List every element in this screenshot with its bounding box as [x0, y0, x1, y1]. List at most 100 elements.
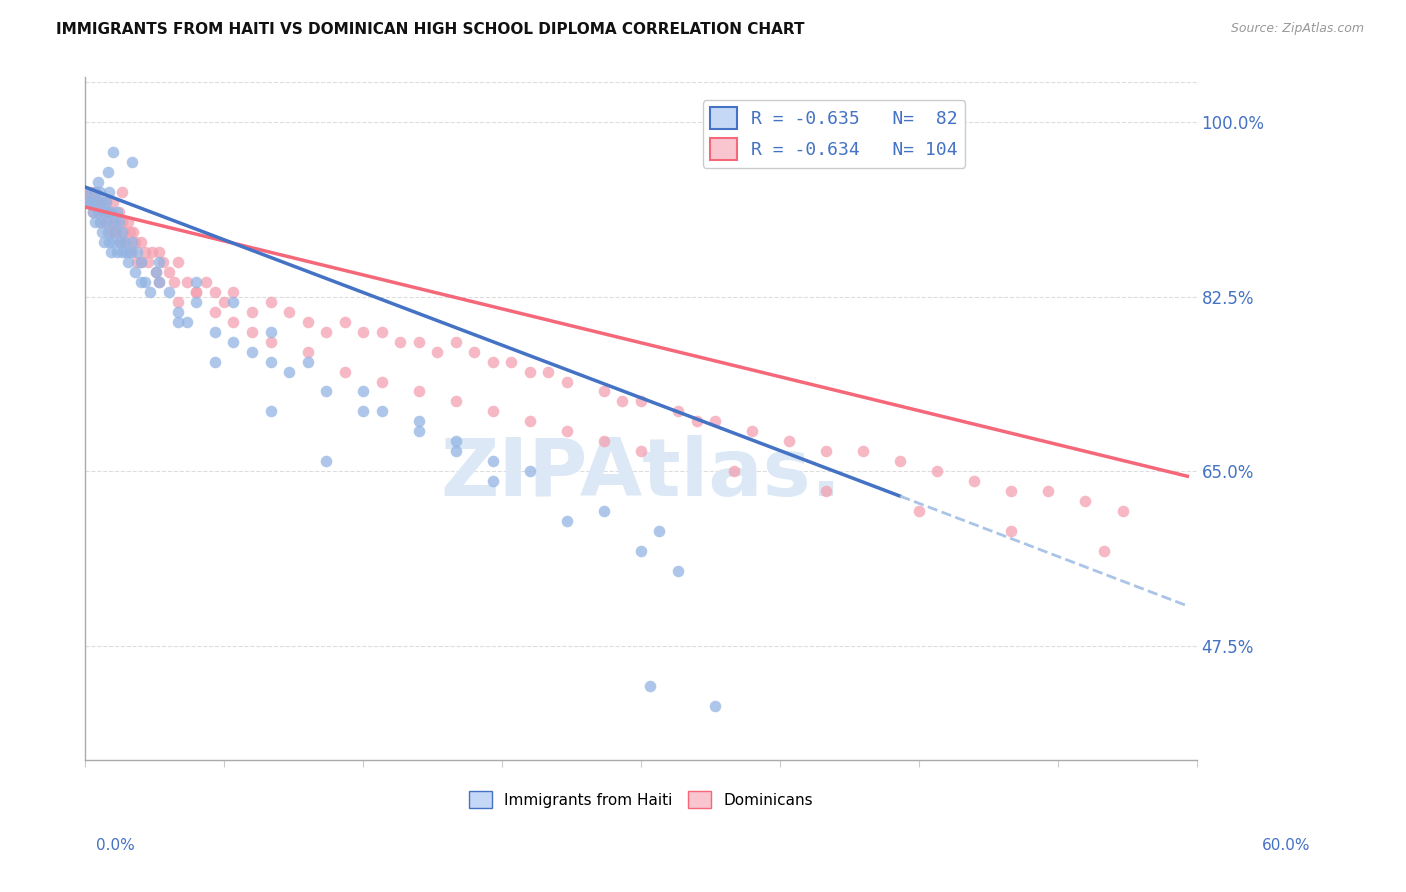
Point [111, 225, 134, 239]
Point [112, 225, 135, 239]
Text: IMMIGRANTS FROM HAITI VS DOMINICAN HIGH SCHOOL DIPLOMA CORRELATION CHART: IMMIGRANTS FROM HAITI VS DOMINICAN HIGH … [56, 22, 804, 37]
Point [723, 464, 745, 478]
Point [115, 235, 138, 249]
Point [889, 454, 911, 468]
Point [240, 325, 263, 339]
Point [141, 244, 163, 259]
Point [408, 334, 430, 349]
Point [194, 275, 217, 289]
Point [612, 394, 634, 409]
Point [104, 215, 127, 229]
Point [89, 185, 111, 199]
Point [107, 215, 129, 229]
Point [77, 195, 100, 210]
Point [815, 444, 838, 458]
Point [93, 235, 115, 249]
Point [112, 235, 135, 249]
Point [426, 344, 449, 359]
Point [127, 255, 149, 269]
Point [77, 195, 100, 210]
Point [408, 425, 430, 439]
Point [315, 454, 337, 468]
Point [83, 185, 105, 199]
Text: 0.0%: 0.0% [96, 838, 135, 853]
Point [481, 474, 503, 488]
Point [186, 275, 208, 289]
Point [105, 205, 128, 219]
Point [100, 244, 122, 259]
Point [741, 425, 763, 439]
Point [98, 205, 121, 219]
Point [278, 304, 301, 318]
Point [501, 354, 523, 368]
Point [444, 334, 467, 349]
Point [963, 474, 986, 488]
Point [1000, 524, 1022, 538]
Point [129, 255, 152, 269]
Point [101, 225, 124, 239]
Point [163, 275, 186, 289]
Point [555, 375, 578, 389]
Point [297, 354, 319, 368]
Point [638, 679, 661, 693]
Point [315, 384, 337, 399]
Point [121, 235, 143, 249]
Point [333, 315, 356, 329]
Point [666, 404, 689, 418]
Point [352, 404, 374, 418]
Point [176, 275, 198, 289]
Point [94, 195, 117, 210]
Point [80, 195, 103, 210]
Point [94, 195, 117, 210]
Point [370, 375, 392, 389]
Point [76, 185, 98, 199]
Point [259, 334, 281, 349]
Point [685, 414, 707, 428]
Point [593, 384, 616, 399]
Point [110, 235, 132, 249]
Point [101, 145, 124, 160]
Point [352, 384, 374, 399]
Point [537, 365, 560, 379]
Point [240, 304, 263, 318]
Point [148, 275, 170, 289]
Point [593, 504, 616, 518]
Point [145, 265, 167, 279]
Point [593, 434, 616, 449]
Text: ZIPAtlas.: ZIPAtlas. [440, 434, 842, 513]
Point [204, 354, 226, 368]
Point [519, 365, 541, 379]
Point [91, 215, 114, 229]
Point [86, 185, 108, 199]
Point [94, 215, 117, 229]
Point [278, 365, 301, 379]
Point [100, 225, 122, 239]
Point [148, 244, 170, 259]
Point [176, 315, 198, 329]
Point [852, 444, 875, 458]
Point [444, 434, 467, 449]
Point [124, 235, 146, 249]
Point [115, 244, 138, 259]
Point [96, 215, 118, 229]
Point [1111, 504, 1133, 518]
Point [129, 255, 152, 269]
Point [96, 225, 118, 239]
Point [444, 394, 467, 409]
Point [105, 225, 128, 239]
Point [259, 354, 281, 368]
Point [91, 195, 114, 210]
Point [444, 444, 467, 458]
Point [704, 698, 727, 713]
Point [167, 255, 190, 269]
Point [630, 444, 652, 458]
Point [87, 205, 110, 219]
Point [1074, 494, 1097, 508]
Point [152, 255, 174, 269]
Point [107, 205, 129, 219]
Point [96, 165, 118, 179]
Point [82, 205, 104, 219]
Point [118, 225, 141, 239]
Point [76, 185, 98, 199]
Point [134, 244, 156, 259]
